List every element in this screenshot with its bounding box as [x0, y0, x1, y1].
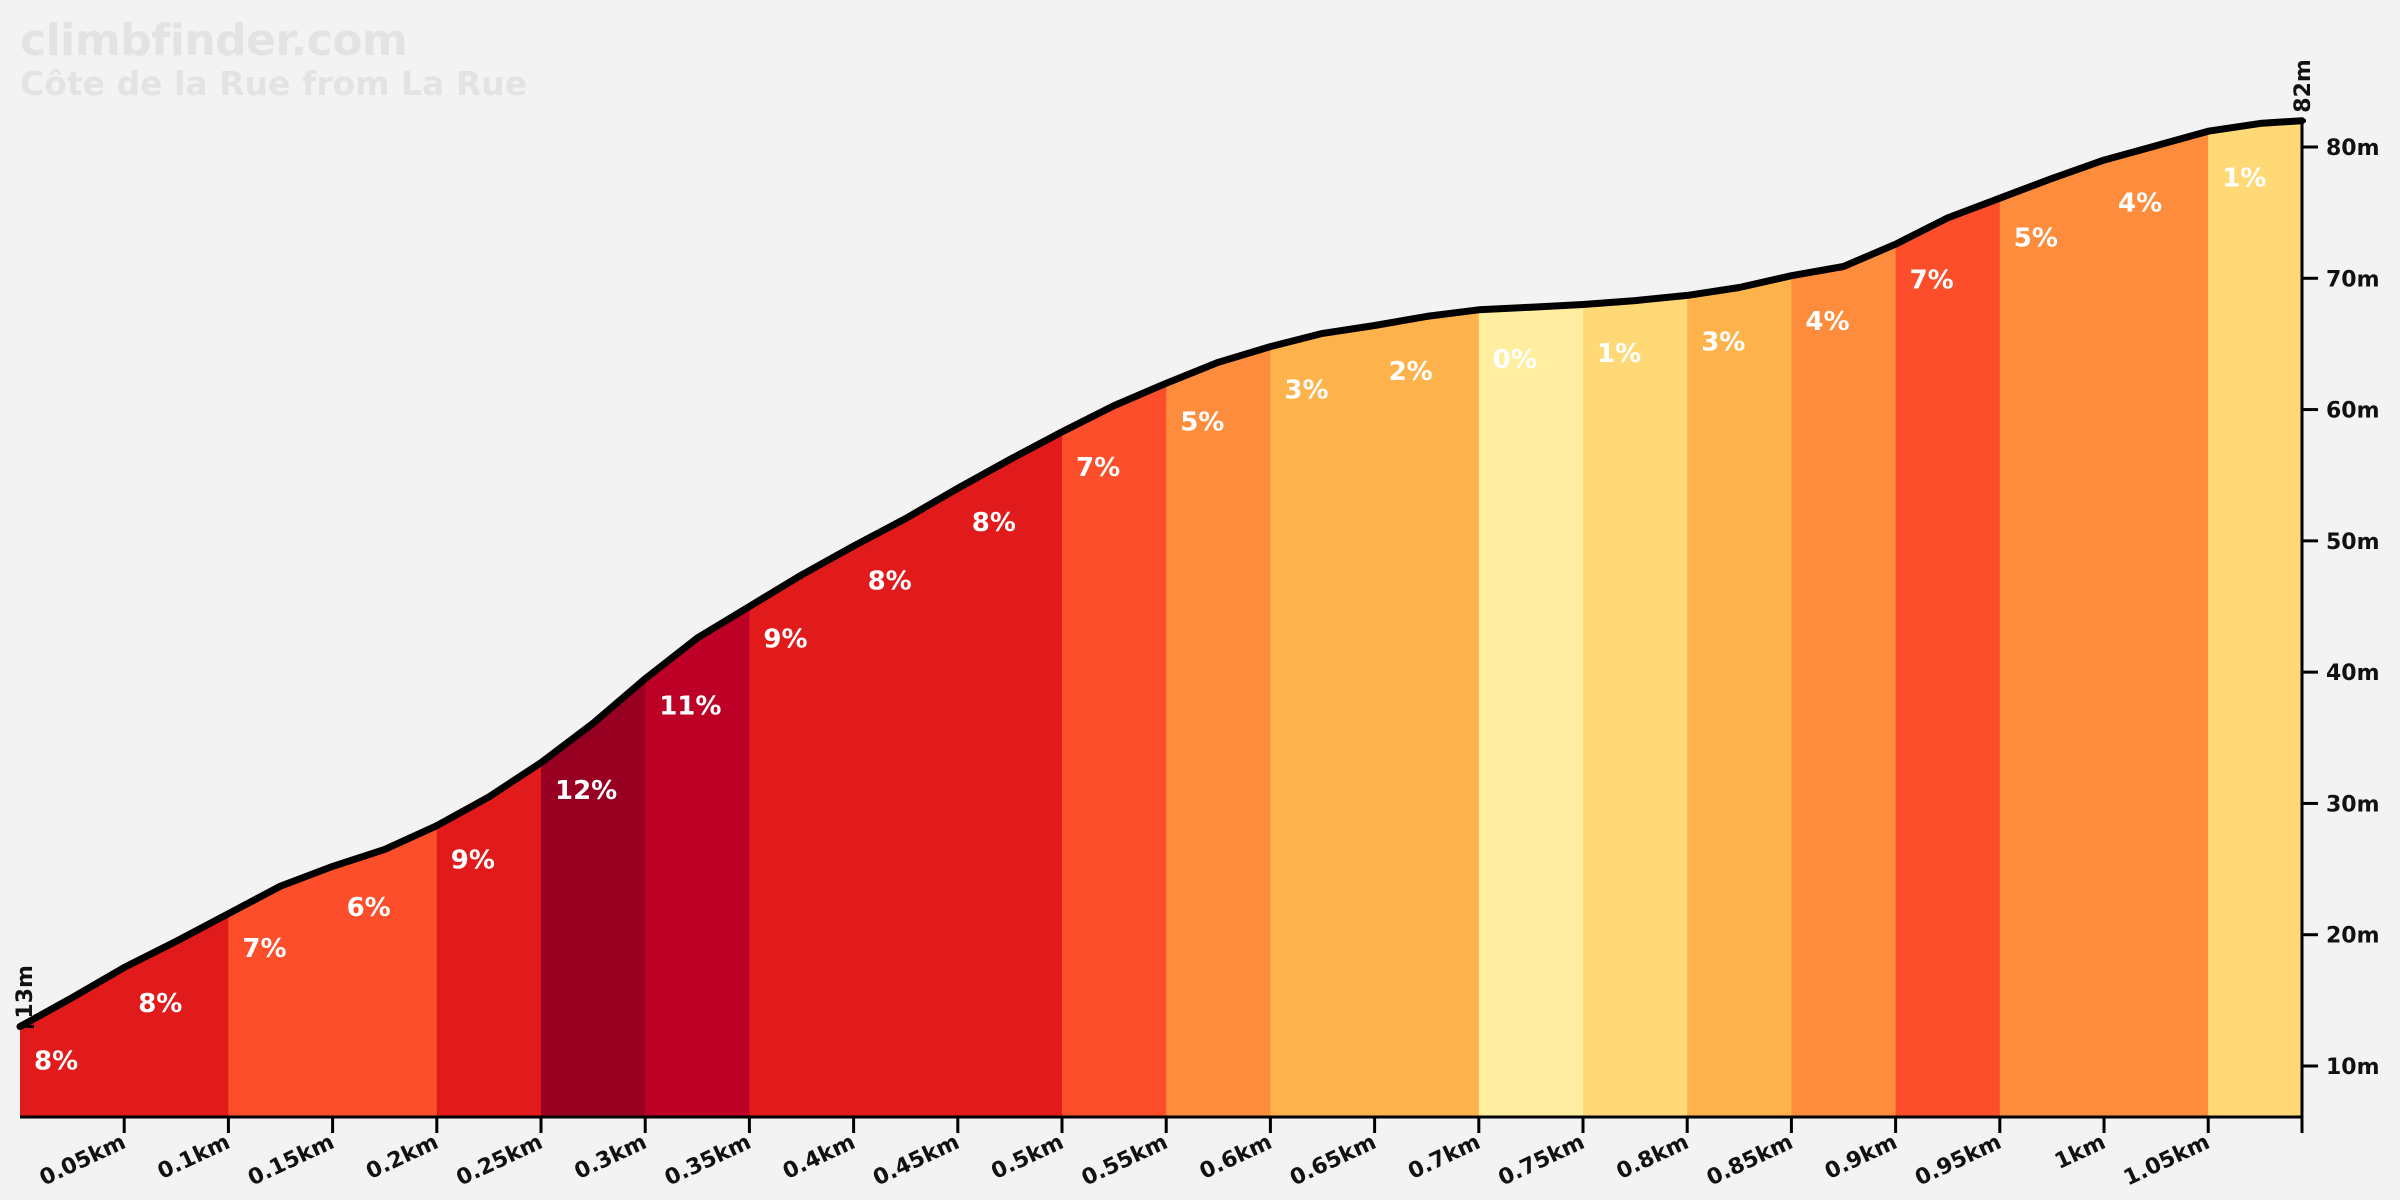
y-tick-label: 30m [2326, 792, 2380, 817]
gradient-segment-15 [1999, 120, 2209, 1117]
gradient-label-2: 8% [138, 989, 182, 1019]
gradient-label-22: 1% [2222, 164, 2266, 194]
x-tick-label: 0.05km [36, 1130, 130, 1191]
gradient-label-6: 12% [555, 776, 617, 806]
x-tick-label: 0.9km [1821, 1130, 1901, 1185]
x-tick-label: 0.25km [453, 1130, 547, 1191]
gradient-segment-8 [1166, 120, 1271, 1117]
end-elevation-label: 82m [2291, 59, 2316, 113]
x-tick-label: 0.6km [1196, 1130, 1276, 1185]
gradient-label-17: 3% [1701, 328, 1745, 358]
gradient-segment-3 [436, 120, 542, 1117]
start-elevation-label: 13m [13, 965, 38, 1019]
x-tick-label: 0.5km [988, 1130, 1068, 1185]
gradient-segment-4 [541, 120, 646, 1117]
y-tick-label: 50m [2326, 530, 2380, 555]
site-brand: climbfinder.com [20, 15, 408, 66]
y-axis: 10m 20m 30m 40m 50m 60m 70m 80m [2300, 118, 2380, 1117]
y-tick-label: 70m [2326, 267, 2380, 292]
gradient-segment-12 [1687, 120, 1792, 1117]
x-axis: 0.05km 0.1km 0.15km 0.2km 0.25km 0.3km 0.35km 0… [20, 1115, 2304, 1191]
gradient-segment-10 [1478, 120, 1584, 1117]
gradient-segment-1 [20, 120, 229, 1117]
x-tick-label: 0.95km [1912, 1130, 2006, 1191]
climb-title: Côte de la Rue from La Rue [20, 64, 528, 103]
gradient-segments [20, 120, 2302, 1117]
gradient-segment-11 [1583, 120, 1688, 1117]
gradient-labels: 8% 8% 7% 6% 9% 12% 11% 9% 8% 8% 7% 5% 3% 2% 0% 1% 3% 4% 7%… [34, 164, 2266, 1077]
gradient-label-11: 7% [1076, 453, 1120, 483]
y-tick-label: 20m [2326, 924, 2380, 949]
x-tick-label: 1.05km [2120, 1130, 2214, 1191]
x-tick-label: 0.85km [1703, 1130, 1797, 1191]
x-tick-label: 0.15km [244, 1130, 338, 1191]
gradient-segment-14 [1895, 120, 2001, 1117]
x-tick-label: 0.55km [1078, 1130, 1172, 1191]
y-tick-label: 40m [2326, 661, 2380, 686]
x-tick-label: 0.2km [362, 1130, 442, 1185]
x-tick-label: 0.35km [661, 1130, 755, 1191]
x-tick-label: 0.45km [870, 1130, 964, 1191]
gradient-segment-7 [1062, 120, 1167, 1117]
x-tick-label: 0.65km [1286, 1130, 1380, 1191]
gradient-label-21: 4% [2118, 189, 2162, 219]
elevation-markers: 13m 82m [13, 59, 2316, 1029]
gradient-label-9: 8% [868, 567, 912, 597]
gradient-label-19: 7% [1910, 265, 1954, 295]
gradient-segment-16 [2208, 120, 2302, 1117]
y-tick-label: 80m [2326, 136, 2380, 161]
gradient-label-13: 3% [1284, 376, 1328, 406]
x-tick-label: 0.4km [779, 1130, 859, 1185]
x-tick-label: 0.1km [154, 1130, 234, 1185]
y-tick-label: 10m [2326, 1055, 2380, 1080]
gradient-label-8: 9% [763, 625, 807, 655]
gradient-label-1: 8% [34, 1046, 78, 1076]
x-tick-label: 0.7km [1404, 1130, 1484, 1185]
elevation-line [16, 117, 2306, 1031]
gradient-label-18: 4% [1805, 307, 1849, 337]
gradient-segment-9 [1270, 120, 1480, 1117]
gradient-segment-6 [749, 120, 1063, 1117]
x-tick-label: 0.75km [1495, 1130, 1589, 1191]
gradient-label-12: 5% [1180, 408, 1224, 438]
gradient-label-16: 1% [1597, 339, 1641, 369]
gradient-label-5: 9% [451, 845, 495, 875]
gradient-segment-13 [1791, 120, 1897, 1117]
gradient-label-10: 8% [972, 508, 1016, 538]
x-tick-label: 0.3km [571, 1130, 651, 1185]
gradient-label-4: 6% [347, 893, 391, 923]
gradient-label-20: 5% [2014, 223, 2058, 253]
gradient-segment-5 [645, 120, 750, 1117]
gradient-label-7: 11% [659, 691, 721, 721]
gradient-label-14: 2% [1389, 357, 1433, 387]
y-tick-label: 60m [2326, 399, 2380, 424]
gradient-label-15: 0% [1493, 345, 1537, 375]
gradient-label-3: 7% [242, 934, 286, 964]
x-tick-label: 1km [2051, 1130, 2109, 1175]
x-tick-label: 0.8km [1613, 1130, 1693, 1185]
